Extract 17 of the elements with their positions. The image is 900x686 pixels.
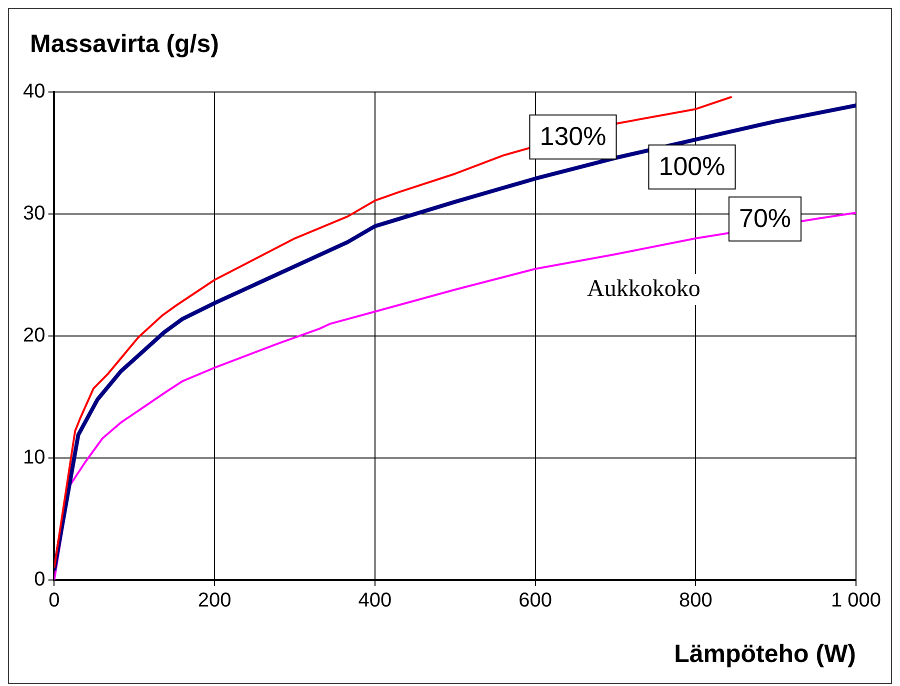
x-tick-label: 200	[198, 590, 232, 612]
y-tick-label: 20	[22, 324, 46, 347]
x-tick-label: 800	[678, 590, 712, 612]
series-label: 70%	[738, 203, 792, 234]
series-label: 100%	[658, 151, 726, 182]
y-tick-label: 30	[22, 202, 46, 225]
y-axis-title: Massavirta (g/s)	[30, 30, 219, 59]
x-tick-label: 0	[48, 590, 60, 612]
y-tick-label: 40	[22, 80, 46, 103]
y-tick-label: 0	[34, 568, 46, 591]
x-tick-label: 600	[518, 590, 552, 612]
x-tick-label: 400	[358, 590, 392, 612]
legend-title: Aukkokoko	[582, 274, 706, 305]
series-label: 130%	[540, 121, 606, 152]
y-tick-label: 10	[22, 446, 46, 469]
x-tick-label: 1 000	[830, 590, 882, 612]
x-axis-title: Lämpöteho (W)	[674, 640, 856, 669]
